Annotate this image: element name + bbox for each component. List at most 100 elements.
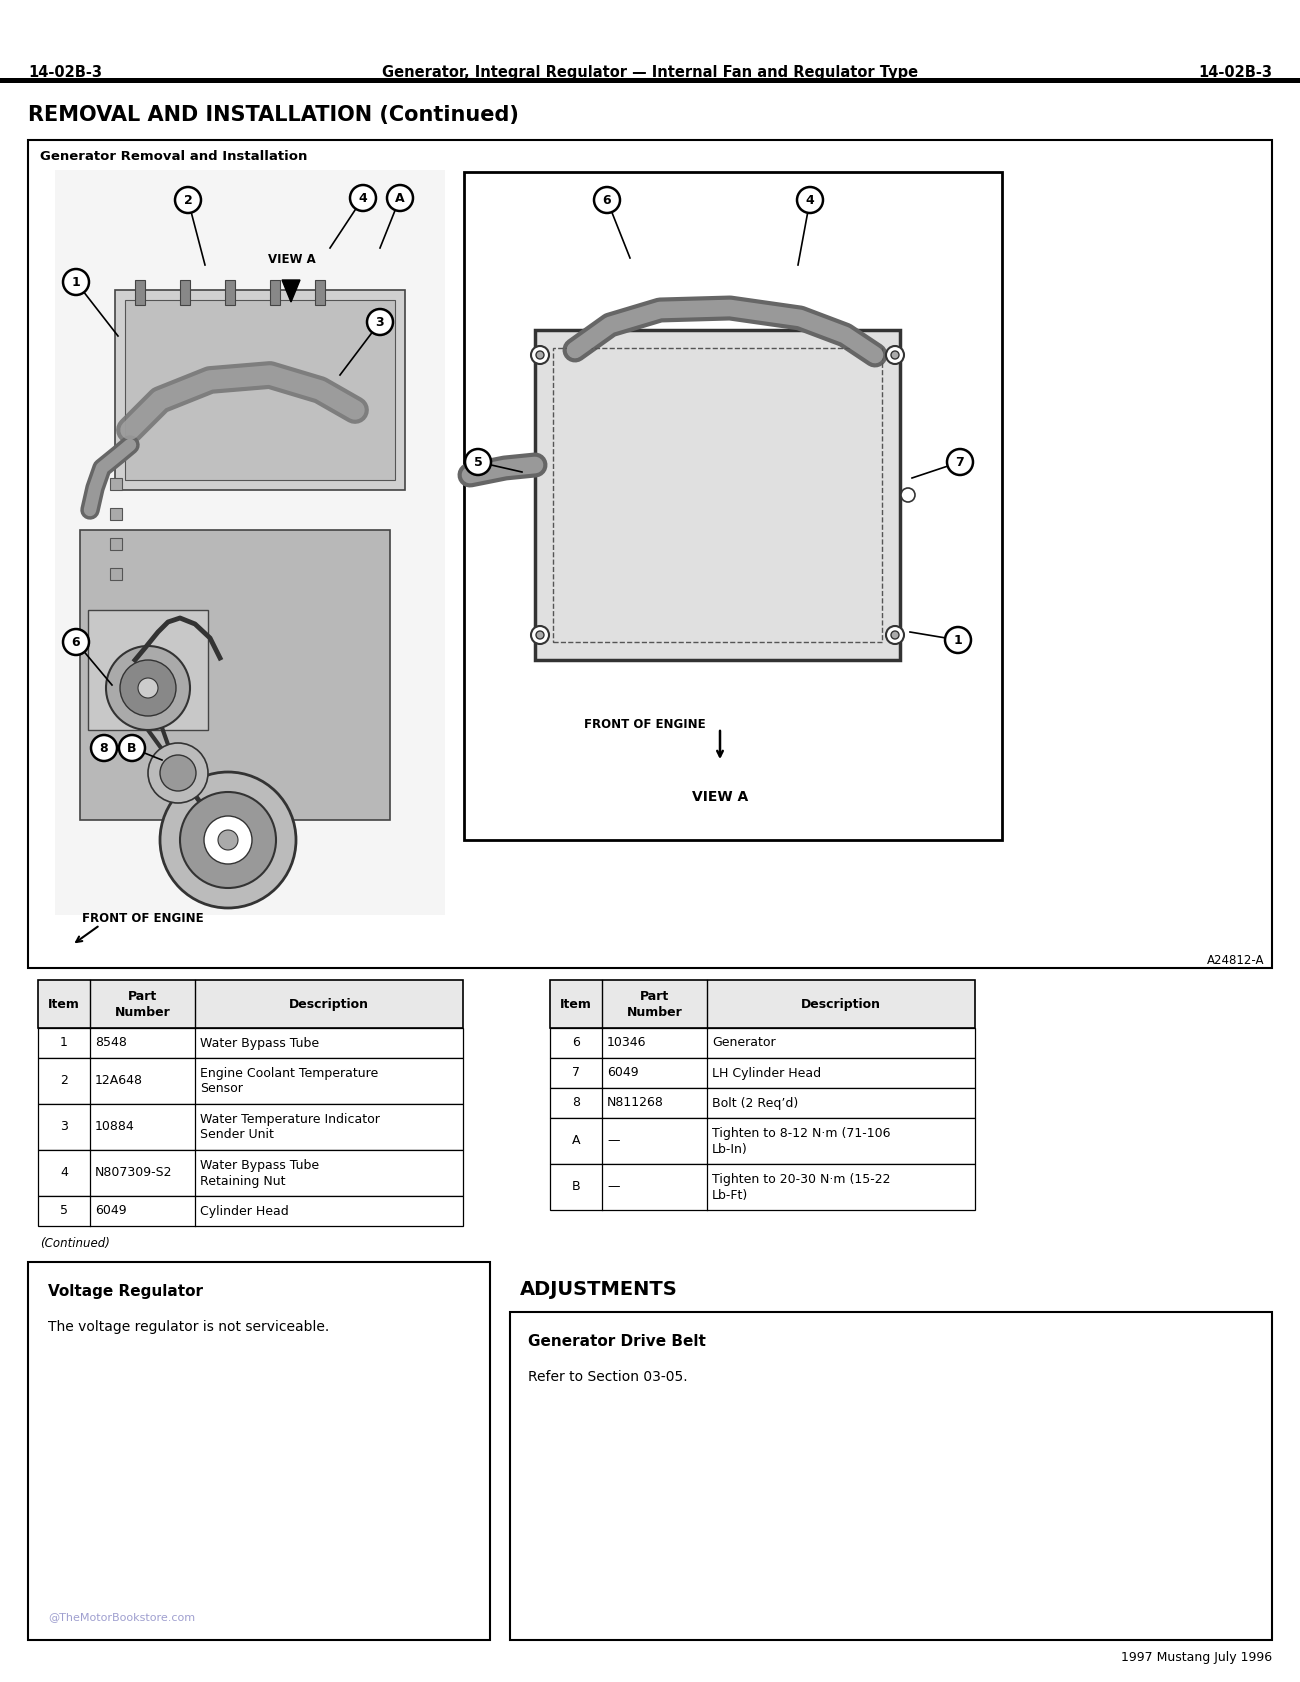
Text: A: A (395, 192, 404, 205)
Circle shape (387, 185, 413, 210)
Bar (135, 279, 146, 304)
Text: Generator: Generator (712, 1036, 776, 1050)
Bar (550, 1028, 975, 1058)
Bar (552, 348, 881, 643)
Text: Engine Coolant Temperature
Sensor: Engine Coolant Temperature Sensor (200, 1066, 378, 1095)
Text: B: B (572, 1181, 580, 1194)
Circle shape (107, 646, 190, 730)
Text: 4: 4 (359, 192, 368, 205)
Bar (179, 279, 190, 304)
Text: FRONT OF ENGINE: FRONT OF ENGINE (584, 718, 706, 732)
Circle shape (530, 346, 549, 363)
Text: Voltage Regulator: Voltage Regulator (48, 1283, 203, 1299)
Circle shape (797, 187, 823, 214)
Circle shape (160, 772, 296, 908)
Text: 8548: 8548 (95, 1036, 127, 1050)
Circle shape (138, 678, 159, 698)
Bar (111, 538, 122, 550)
Text: LH Cylinder Head: LH Cylinder Head (712, 1066, 822, 1080)
Text: 1997 Mustang July 1996: 1997 Mustang July 1996 (1121, 1652, 1271, 1663)
Bar (38, 1028, 463, 1058)
Text: Generator, Integral Regulator — Internal Fan and Regulator Type: Generator, Integral Regulator — Internal… (382, 64, 918, 79)
Text: Part
Number: Part Number (114, 989, 170, 1019)
Text: —: — (607, 1134, 620, 1147)
Bar (315, 279, 325, 304)
Text: 10346: 10346 (607, 1036, 646, 1050)
Bar (464, 172, 1002, 839)
Text: 14-02B-3: 14-02B-3 (1199, 64, 1271, 79)
Bar (55, 170, 445, 915)
Bar (550, 1058, 975, 1088)
Bar (550, 1119, 975, 1164)
Bar (270, 279, 280, 304)
Text: 2: 2 (183, 193, 192, 207)
Text: VIEW A: VIEW A (268, 252, 316, 266)
Text: Generator Removal and Installation: Generator Removal and Installation (40, 150, 307, 163)
Text: 1: 1 (954, 634, 962, 646)
Text: 6: 6 (72, 636, 81, 649)
Circle shape (120, 735, 146, 760)
Circle shape (91, 735, 117, 760)
Text: N807309-S2: N807309-S2 (95, 1167, 173, 1179)
Text: 2: 2 (60, 1075, 68, 1088)
Circle shape (594, 187, 620, 214)
Text: @TheMotorBookstore.com: @TheMotorBookstore.com (48, 1611, 195, 1621)
Bar (114, 289, 406, 489)
Bar (38, 981, 463, 1028)
Text: Generator Drive Belt: Generator Drive Belt (528, 1334, 706, 1349)
Text: 6049: 6049 (95, 1204, 126, 1218)
Text: 6049: 6049 (607, 1066, 638, 1080)
Circle shape (204, 816, 252, 865)
Bar (111, 569, 122, 580)
Circle shape (176, 187, 202, 214)
Text: Item: Item (48, 997, 79, 1011)
Circle shape (62, 269, 88, 294)
Text: N811268: N811268 (607, 1097, 664, 1110)
Bar (536, 330, 900, 659)
Text: 6: 6 (603, 193, 611, 207)
Bar (29, 140, 1271, 969)
Text: (Continued): (Continued) (40, 1238, 110, 1250)
Text: Description: Description (289, 997, 369, 1011)
Circle shape (148, 743, 208, 802)
Bar (38, 1103, 463, 1150)
Bar (550, 1088, 975, 1119)
Polygon shape (282, 279, 300, 303)
Text: 8: 8 (100, 742, 108, 755)
Text: The voltage regulator is not serviceable.: The voltage regulator is not serviceable… (48, 1320, 329, 1334)
Bar (38, 1150, 463, 1196)
Text: Part
Number: Part Number (627, 989, 683, 1019)
Text: 7: 7 (956, 456, 965, 469)
Text: A: A (572, 1134, 580, 1147)
Text: 4: 4 (806, 193, 814, 207)
Bar (81, 530, 390, 821)
Bar (225, 279, 235, 304)
Text: FRONT OF ENGINE: FRONT OF ENGINE (82, 912, 204, 925)
Circle shape (901, 488, 915, 501)
Bar (550, 981, 975, 1028)
Text: Cylinder Head: Cylinder Head (200, 1204, 289, 1218)
Bar (0, 77, 1300, 82)
Circle shape (160, 755, 196, 791)
Circle shape (945, 627, 971, 653)
Text: 8: 8 (572, 1097, 580, 1110)
Text: Bolt (2 Req’d): Bolt (2 Req’d) (712, 1097, 798, 1110)
Circle shape (891, 352, 900, 358)
Bar (38, 1196, 463, 1226)
Text: 1: 1 (72, 276, 81, 289)
Bar (29, 1262, 490, 1640)
Circle shape (946, 449, 972, 474)
Text: VIEW A: VIEW A (692, 791, 747, 804)
Text: ADJUSTMENTS: ADJUSTMENTS (520, 1280, 677, 1299)
Circle shape (120, 659, 176, 717)
Text: 3: 3 (60, 1120, 68, 1134)
Text: A24812-A: A24812-A (1206, 954, 1264, 967)
Text: 1: 1 (60, 1036, 68, 1050)
Text: Tighten to 8-12 N·m (71-106
Lb-In): Tighten to 8-12 N·m (71-106 Lb-In) (712, 1127, 891, 1156)
Text: Tighten to 20-30 N·m (15-22
Lb-Ft): Tighten to 20-30 N·m (15-22 Lb-Ft) (712, 1172, 891, 1201)
Text: 12A648: 12A648 (95, 1075, 143, 1088)
Text: 10884: 10884 (95, 1120, 135, 1134)
Text: Item: Item (560, 997, 592, 1011)
Text: Water Bypass Tube
Retaining Nut: Water Bypass Tube Retaining Nut (200, 1159, 318, 1187)
Circle shape (891, 631, 900, 639)
